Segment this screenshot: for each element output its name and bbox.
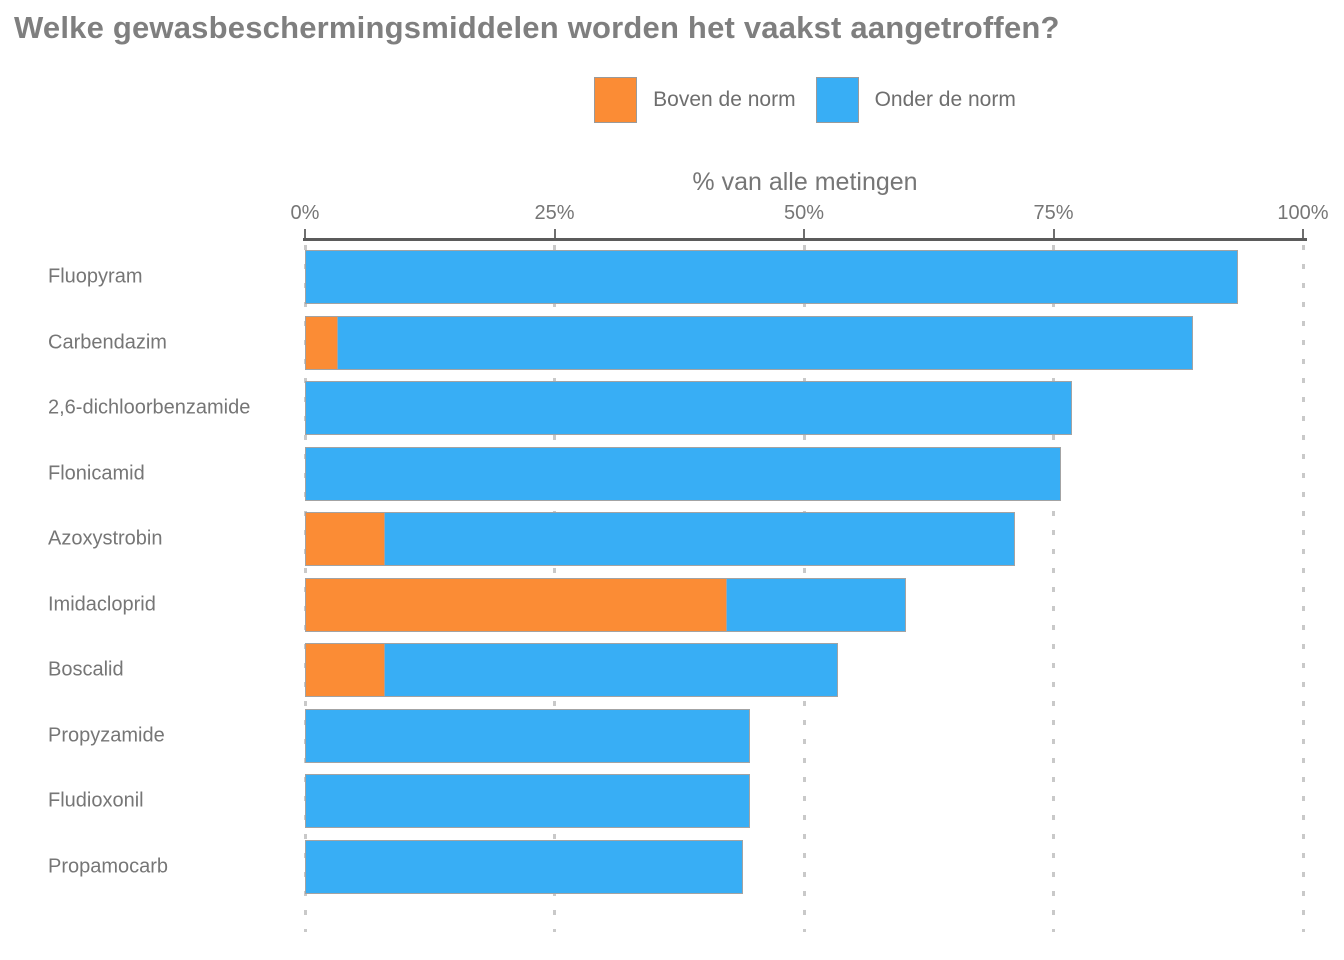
axis-tick-label: 75% [1033,202,1074,224]
bar-segment-below-norm [305,708,751,763]
bar-segment-above-norm [305,315,338,370]
category-label: Fludioxonil [48,789,144,812]
axis-tick-label: 50% [783,202,825,224]
category-label: Flonicamid [48,462,145,484]
bar-row [305,774,751,828]
category-label: Imidacloprid [48,593,156,615]
bar-segment-below-norm [305,446,1062,501]
bar-segment-below-norm [305,839,744,894]
bar-row [305,577,906,632]
axis-tick [304,229,306,238]
page-title: Welke gewasbeschermingsmiddelen worden h… [14,10,1060,45]
bar-segment-below-norm [305,381,1073,435]
gridline-100 [1301,245,1305,932]
bar-row [305,381,1073,435]
bar-row [305,512,1015,566]
bar-segment-below-norm [305,250,1239,304]
bar-segment-above-norm [305,643,385,697]
bar-segment-above-norm [305,512,385,566]
gridline-75 [1052,245,1055,932]
bar-row [305,839,744,894]
x-axis-line [303,238,1307,241]
legend-swatch-icon [815,77,859,123]
category-label: Boscalid [48,658,124,681]
axis-tick-label: 25% [534,202,575,224]
bar-row [305,315,1194,370]
bar-row [305,643,838,697]
legend-item: Boven de norm [594,77,796,123]
bar-segment-below-norm [305,774,751,828]
bar-row [305,250,1239,304]
category-label: Carbendazim [48,331,167,353]
bar-segment-above-norm [305,577,728,632]
bar-segment-below-norm [383,512,1015,566]
axis-tick-label: 0% [290,202,320,224]
x-axis-title: % van alle metingen [692,168,918,196]
legend-label: Onder de norm [874,88,1016,111]
category-label: Azoxystrobin [48,527,163,550]
category-label: 2,6-dichloorbenzamide [48,396,251,419]
axis-tick-label: 100% [1277,202,1329,224]
axis-tick [1302,229,1304,238]
axis-tick [553,229,556,238]
bar-row [305,708,751,763]
bar-segment-below-norm [726,577,906,632]
legend-swatch-icon [594,77,638,123]
legend-label: Boven de norm [653,88,796,111]
bar-segment-below-norm [336,315,1194,370]
chart-legend: Boven de norm Onder de norm [305,76,1305,124]
axis-tick [1052,229,1055,238]
axis-tick [803,229,805,238]
category-label: Propamocarb [48,855,169,877]
legend-item: Onder de norm [815,77,1016,123]
category-label: Propyzamide [48,724,165,746]
bar-segment-below-norm [383,643,838,697]
category-label: Fluopyram [48,265,143,288]
bar-row [305,446,1062,501]
